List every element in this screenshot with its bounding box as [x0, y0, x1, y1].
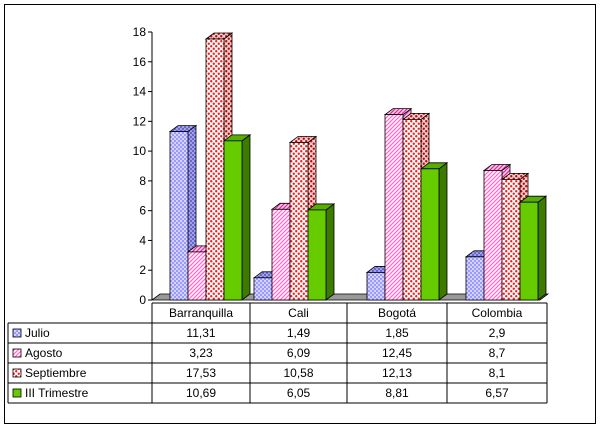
bar: [253, 277, 273, 301]
data-label: 17,53: [186, 366, 216, 380]
bar-side: [325, 203, 335, 301]
legend-label: Julio: [25, 326, 50, 340]
y-tick-label: 12: [133, 114, 147, 128]
data-label: 3,23: [189, 346, 213, 360]
data-label: 2,9: [489, 326, 506, 340]
data-label: 6,09: [287, 346, 311, 360]
y-tick-label: 2: [139, 263, 146, 277]
data-label: 1,49: [287, 326, 311, 340]
legend-label: III Trimestre: [25, 386, 89, 400]
bar: [420, 168, 440, 301]
legend-swatch: [12, 388, 22, 398]
data-label: 8,7: [489, 346, 506, 360]
legend-swatch: [12, 328, 22, 338]
x-tick-label: Colombia: [472, 306, 523, 320]
data-label: 1,85: [385, 326, 409, 340]
data-table: Barranquilla Cali Bogotá Colombia Julio 11,31…: [7, 302, 548, 404]
data-label: 6,05: [287, 386, 311, 400]
y-tick-label: 8: [139, 174, 146, 188]
bar: [483, 170, 503, 301]
bar: [307, 209, 327, 301]
bar: [501, 178, 521, 301]
bar: [187, 251, 207, 301]
axis-layer: 0 2 4 6 8 10 12 14 16 18: [133, 25, 550, 307]
bar: [169, 131, 189, 301]
data-label: 10,58: [283, 366, 313, 380]
y-tick-label: 10: [133, 144, 147, 158]
bar: [519, 201, 539, 301]
bar-side: [438, 162, 448, 301]
x-tick-label: Cali: [288, 306, 309, 320]
bar: [366, 272, 386, 301]
legend-swatch: [12, 368, 22, 378]
y-tick-label: 18: [133, 25, 147, 39]
legend-swatch: [12, 348, 22, 358]
bar: [384, 114, 404, 301]
y-tick-label: 16: [133, 55, 147, 69]
y-tick-label: 14: [133, 85, 147, 99]
legend-label: Agosto: [25, 346, 63, 360]
y-tick-label: 4: [139, 233, 146, 247]
bar-side: [241, 134, 251, 301]
data-label: 10,69: [186, 386, 216, 400]
data-label: 6,57: [485, 386, 509, 400]
x-tick-label: Barranquilla: [169, 306, 233, 320]
data-label: 12,45: [382, 346, 412, 360]
x-tick-label: Bogotá: [378, 306, 416, 320]
data-label: 8,1: [489, 366, 506, 380]
bar: [205, 38, 225, 301]
bar: [271, 208, 291, 301]
bar: [223, 140, 243, 301]
y-tick-label: 0: [139, 293, 146, 307]
y-tick-label: 6: [139, 204, 146, 218]
bar: [289, 142, 309, 301]
bar: [465, 256, 485, 301]
data-label: 8,81: [385, 386, 409, 400]
data-label: 12,13: [382, 366, 412, 380]
chart-frame: [4, 4, 596, 424]
bars-layer: [168, 32, 548, 301]
bar-side: [537, 195, 547, 301]
data-label: 11,31: [186, 326, 215, 340]
bar: [402, 118, 422, 301]
legend-label: Septiembre: [25, 366, 87, 380]
